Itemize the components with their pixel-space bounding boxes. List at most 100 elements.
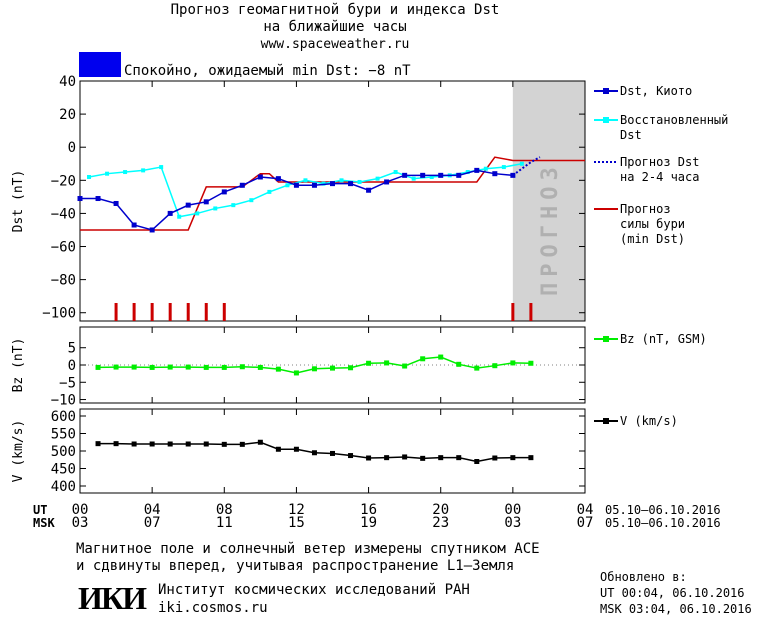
v-point — [438, 455, 444, 461]
y-tick-label: 20 — [59, 107, 76, 123]
chart-title-line2: на ближайшие часы — [263, 19, 407, 35]
msk-range: 05.10–06.10.2016 — [605, 516, 721, 530]
chart-title-line1: Прогноз геомагнитной бури и индекса Dst — [170, 2, 500, 18]
x-tick-label-msk: 03 — [504, 515, 521, 531]
reconstructed-point — [285, 183, 290, 188]
bz-point — [167, 364, 173, 370]
reconstructed-point — [339, 178, 344, 183]
v-point — [293, 446, 299, 452]
forecast-zone — [512, 81, 585, 321]
reconstructed-point — [267, 189, 272, 194]
v-point — [149, 441, 155, 447]
bz-point — [95, 364, 101, 370]
dst-kyoto-point — [149, 227, 155, 233]
bz-point — [149, 364, 155, 370]
status-text: Спокойно, ожидаемый min Dst: −8 nT — [124, 63, 411, 79]
y-tick-label: 0 — [68, 140, 76, 156]
v-point — [348, 453, 354, 459]
legend-forecast-dst: Прогноз Dst на 2-4 часа — [620, 155, 700, 184]
v-point — [131, 441, 137, 447]
y-tick-label: 500 — [51, 444, 76, 460]
x-tick-label-msk: 03 — [72, 515, 89, 531]
v-point — [384, 455, 390, 461]
msk-axis-label: MSK — [33, 516, 55, 530]
y-tick-label: −20 — [51, 173, 76, 189]
y-tick-label: 600 — [51, 409, 76, 425]
institute-url[interactable]: iki.cosmos.ru — [158, 600, 268, 616]
legend-storm-forecast: Прогноз силы бури (min Dst) — [620, 202, 686, 246]
reconstructed-point — [123, 170, 128, 175]
v-point — [474, 459, 480, 464]
x-tick-label-ut: 00 — [504, 502, 521, 518]
bz-point — [257, 364, 263, 370]
footer-note-2: и сдвинуты вперед, учитывая распростране… — [76, 558, 515, 574]
reconstructed-point — [519, 161, 524, 166]
panel-frame — [79, 80, 586, 322]
v-point — [257, 439, 263, 445]
site-url[interactable]: www.spaceweather.ru — [260, 37, 410, 52]
v-point — [311, 450, 317, 456]
reconstructed-point — [231, 203, 236, 208]
y-tick-label: −5 — [59, 375, 76, 391]
dst-kyoto-point — [474, 167, 480, 173]
dst-forecast-line — [512, 156, 541, 177]
v-point — [203, 441, 209, 447]
dst-kyoto-point — [366, 187, 372, 193]
v-point — [221, 441, 227, 447]
y-axis-label: V (km/s) — [11, 420, 26, 483]
y-tick-label: −40 — [51, 206, 76, 222]
x-tick-label-msk: 23 — [432, 515, 449, 531]
bz-point — [384, 360, 390, 366]
dst-kyoto-point — [95, 196, 101, 202]
reconstructed-point — [303, 178, 308, 183]
reconstructed-point — [105, 171, 110, 176]
dst-kyoto-point — [257, 174, 263, 180]
dst-kyoto-point — [420, 172, 426, 178]
bz-point — [438, 354, 444, 360]
bz-point — [113, 364, 119, 370]
forecast-zone-label: ПРОГНОЗ — [538, 161, 563, 296]
reconstructed-point — [249, 198, 254, 203]
bz-point — [492, 363, 498, 369]
reconstructed-point — [177, 214, 182, 219]
institute-name: Институт космических исследований РАН — [158, 582, 470, 598]
v-point — [402, 454, 408, 460]
dst-kyoto-point — [167, 210, 173, 216]
v-point — [492, 455, 498, 461]
x-tick-label-msk: 07 — [144, 515, 161, 531]
bz-point — [366, 360, 372, 366]
reconstructed-point — [501, 165, 506, 170]
dst-kyoto-point — [311, 182, 317, 188]
legend-dst-kyoto-glyph-marker — [603, 88, 609, 94]
x-tick-label-msk: 07 — [577, 515, 594, 531]
legend-reconstructed-glyph-marker — [603, 117, 609, 123]
reconstructed-point — [375, 176, 380, 181]
x-tick-label-msk: 11 — [216, 515, 233, 531]
dst-kyoto-point — [402, 172, 408, 178]
ut-range: 05.10–06.10.2016 — [605, 503, 721, 517]
bz-point — [528, 360, 534, 366]
reconstructed-point — [159, 165, 164, 170]
bz-point — [420, 356, 426, 362]
v-point — [95, 441, 101, 447]
y-tick-label: 40 — [59, 74, 76, 90]
dst-kyoto-point — [492, 171, 498, 177]
x-tick-label-ut: 20 — [432, 502, 449, 518]
bz-point — [510, 360, 516, 366]
y-tick-label: 0 — [68, 358, 76, 374]
dst-kyoto-point — [221, 189, 227, 195]
y-tick-label: 550 — [51, 427, 76, 443]
legend-reconstructed: Восстановленный Dst — [620, 113, 729, 142]
ut-axis-label: UT — [33, 503, 48, 517]
dst-kyoto-point — [185, 202, 191, 208]
bz-point — [456, 361, 462, 367]
bz-point — [221, 364, 227, 370]
dst-kyoto-point — [113, 200, 119, 206]
x-tick-label-ut: 12 — [288, 502, 305, 518]
x-tick-label-msk: 15 — [288, 515, 305, 531]
reconstructed-point — [141, 168, 146, 173]
reconstructed-point — [213, 206, 218, 211]
x-tick-label-ut: 04 — [577, 502, 594, 518]
v-point — [420, 455, 426, 461]
updated-label: Обновлено в: — [600, 570, 687, 584]
